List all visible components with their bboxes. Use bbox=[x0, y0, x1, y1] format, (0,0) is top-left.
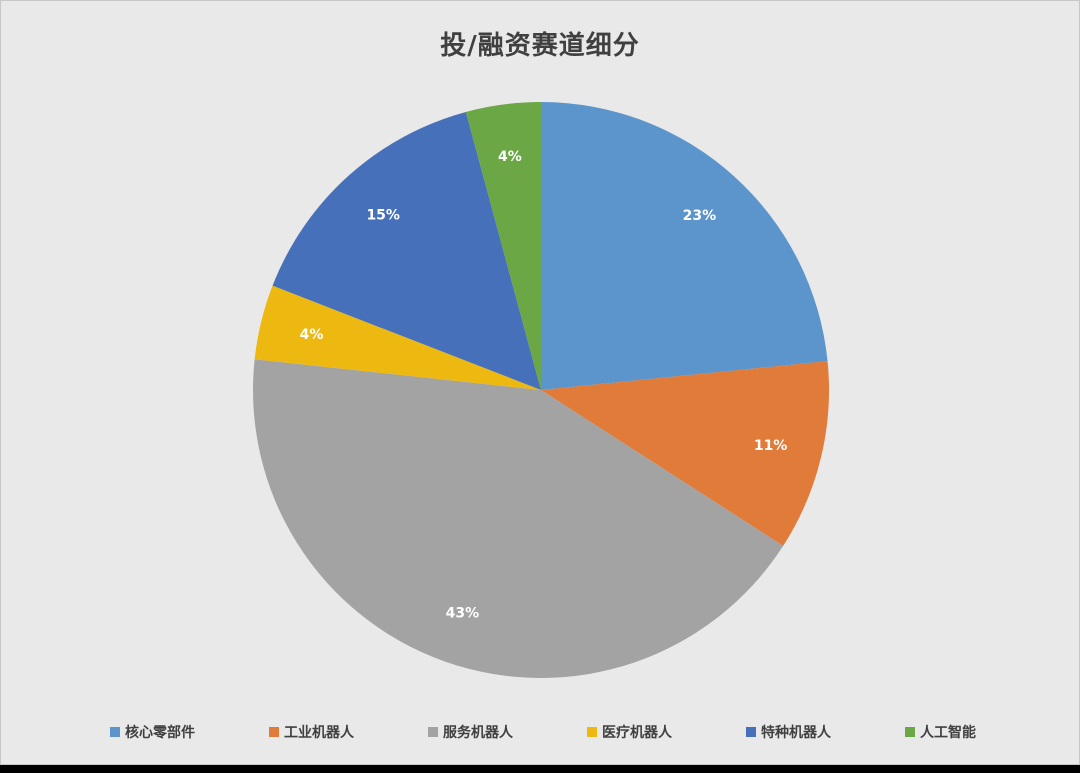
pie-slice-ai[interactable] bbox=[465, 102, 541, 390]
legend-item-industrial-robots[interactable]: 工业机器人 bbox=[269, 721, 354, 743]
legend-label: 特种机器人 bbox=[761, 725, 831, 741]
legend-swatch bbox=[746, 727, 756, 737]
pie-slice-special-robots[interactable] bbox=[272, 111, 541, 390]
legend-swatch bbox=[905, 727, 915, 737]
legend-label: 工业机器人 bbox=[284, 725, 354, 741]
pie-slice-service-robots[interactable] bbox=[252, 359, 784, 678]
data-label-industrial-robots: 11% bbox=[754, 438, 788, 454]
legend-item-core-components[interactable]: 核心零部件 bbox=[110, 721, 195, 743]
legend-label: 服务机器人 bbox=[443, 725, 513, 741]
legend: 核心零部件 工业机器人 服务机器人 医疗机器人 特种机器人 人工智能 bbox=[1, 721, 1079, 745]
legend-item-medical-robots[interactable]: 医疗机器人 bbox=[587, 721, 672, 743]
legend-label: 医疗机器人 bbox=[602, 725, 672, 741]
legend-swatch bbox=[110, 727, 120, 737]
legend-item-special-robots[interactable]: 特种机器人 bbox=[746, 721, 831, 743]
data-label-core-components: 23% bbox=[683, 208, 717, 224]
legend-item-ai[interactable]: 人工智能 bbox=[905, 721, 976, 743]
pie-slice-core-components[interactable] bbox=[541, 102, 828, 390]
legend-label: 核心零部件 bbox=[125, 725, 195, 741]
pie-labels: 23% 11% 43% 4% 15% 4% bbox=[300, 149, 788, 622]
legend-item-service-robots[interactable]: 服务机器人 bbox=[428, 721, 513, 743]
data-label-service-robots: 43% bbox=[446, 606, 480, 622]
legend-swatch bbox=[428, 727, 438, 737]
legend-label: 人工智能 bbox=[920, 725, 976, 741]
chart-title: 投/融资赛道细分 bbox=[440, 31, 640, 61]
data-label-medical-robots: 4% bbox=[300, 327, 324, 343]
data-label-special-robots: 15% bbox=[366, 207, 400, 223]
pie-slices bbox=[252, 102, 830, 678]
legend-swatch bbox=[587, 727, 597, 737]
data-label-ai: 4% bbox=[498, 149, 522, 165]
pie-slice-industrial-robots[interactable] bbox=[541, 361, 830, 546]
legend-swatch bbox=[269, 727, 279, 737]
pie-slice-medical-robots[interactable] bbox=[254, 285, 541, 390]
